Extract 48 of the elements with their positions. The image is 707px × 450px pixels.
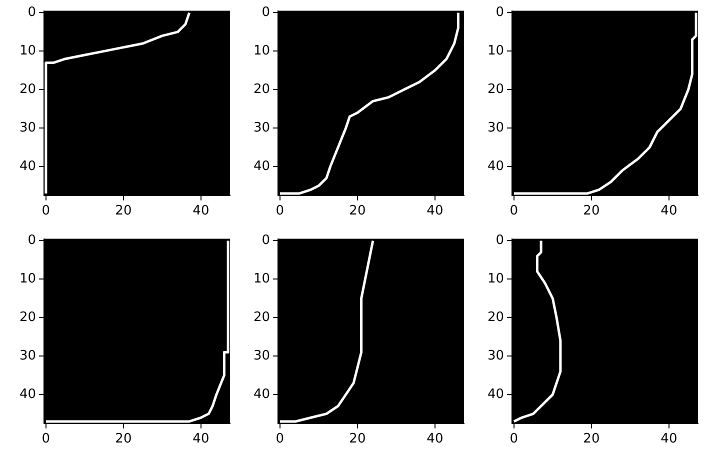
y-tick-label: 10 bbox=[19, 44, 36, 59]
x-tick-label: 40 bbox=[660, 432, 678, 447]
x-tick-label: 0 bbox=[276, 432, 284, 447]
x-tick-label: 20 bbox=[349, 204, 366, 219]
x-tick-label: 40 bbox=[426, 204, 444, 219]
y-tick-label: 10 bbox=[253, 272, 270, 287]
y-tick-label: 0 bbox=[262, 233, 270, 248]
y-tick-label: 20 bbox=[253, 82, 270, 98]
y-tick-label: 30 bbox=[19, 120, 36, 136]
y-tick-label: 0 bbox=[496, 5, 504, 20]
x-tick-label: 40 bbox=[426, 432, 444, 447]
y-tick-label: 0 bbox=[262, 5, 270, 20]
y-tick-label: 30 bbox=[487, 120, 504, 136]
y-tick-label: 40 bbox=[253, 386, 270, 402]
y-tick-label: 0 bbox=[496, 233, 504, 248]
y-tick-label: 20 bbox=[19, 310, 36, 326]
x-tick-label: 0 bbox=[276, 204, 284, 219]
x-tick-label: 40 bbox=[192, 204, 210, 219]
y-tick-label: 20 bbox=[487, 82, 504, 98]
y-tick-label: 40 bbox=[19, 158, 36, 174]
y-tick-label: 20 bbox=[19, 82, 36, 98]
y-tick-label: 30 bbox=[253, 120, 270, 136]
x-tick-label: 20 bbox=[583, 204, 600, 219]
x-tick-label: 0 bbox=[42, 432, 50, 447]
y-tick-label: 0 bbox=[28, 233, 36, 248]
y-tick-label: 10 bbox=[253, 44, 270, 59]
x-tick-label: 0 bbox=[510, 204, 518, 219]
y-tick-label: 10 bbox=[19, 272, 36, 287]
x-tick-label: 20 bbox=[115, 204, 132, 219]
y-tick-label: 20 bbox=[253, 310, 270, 326]
y-tick-label: 20 bbox=[487, 310, 504, 326]
y-tick-label: 10 bbox=[487, 272, 504, 287]
x-tick-label: 0 bbox=[42, 204, 50, 219]
y-tick-label: 40 bbox=[19, 386, 36, 402]
y-tick-label: 10 bbox=[487, 44, 504, 59]
x-tick-label: 20 bbox=[349, 432, 366, 447]
x-tick-label: 40 bbox=[192, 432, 210, 447]
y-tick-label: 40 bbox=[253, 158, 270, 174]
y-tick-label: 30 bbox=[253, 348, 270, 364]
y-tick-label: 30 bbox=[487, 348, 504, 364]
x-tick-label: 20 bbox=[115, 432, 132, 447]
x-tick-label: 0 bbox=[510, 432, 518, 447]
y-tick-label: 40 bbox=[487, 158, 504, 174]
y-tick-label: 30 bbox=[19, 348, 36, 364]
y-tick-label: 0 bbox=[28, 5, 36, 20]
x-tick-label: 40 bbox=[660, 204, 678, 219]
y-tick-label: 40 bbox=[487, 386, 504, 402]
x-tick-label: 20 bbox=[583, 432, 600, 447]
